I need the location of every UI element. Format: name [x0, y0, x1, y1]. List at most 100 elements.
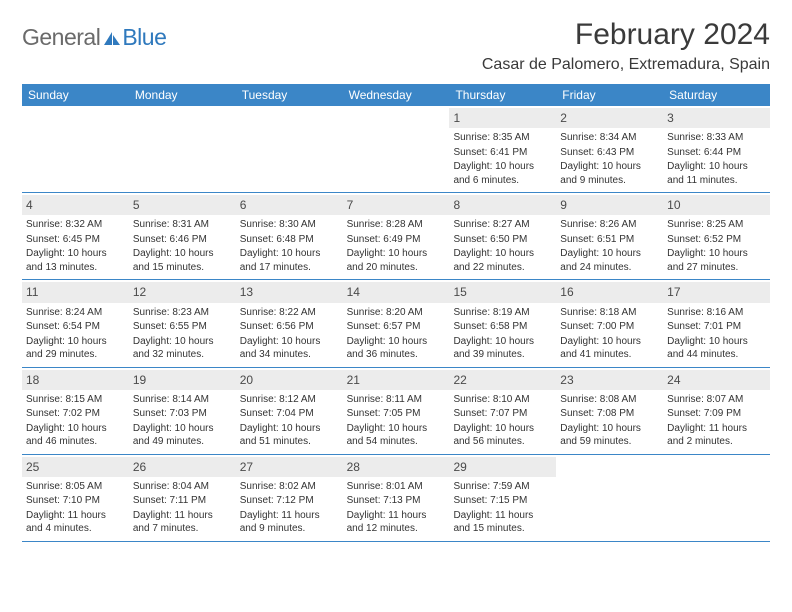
sunset-line: Sunset: 7:02 PM — [26, 407, 125, 421]
sunrise-line: Sunrise: 8:25 AM — [667, 218, 766, 232]
day-number: 19 — [129, 370, 236, 390]
day-number: 18 — [22, 370, 129, 390]
daylight-line: Daylight: 10 hours and 56 minutes. — [453, 422, 552, 449]
sunrise-line: Sunrise: 8:32 AM — [26, 218, 125, 232]
sunset-line: Sunset: 6:48 PM — [240, 233, 339, 247]
day-cell: 4Sunrise: 8:32 AMSunset: 6:45 PMDaylight… — [22, 193, 129, 279]
sunset-line: Sunset: 7:00 PM — [560, 320, 659, 334]
sunrise-line: Sunrise: 8:01 AM — [347, 480, 446, 494]
sunrise-line: Sunrise: 8:24 AM — [26, 306, 125, 320]
sunrise-line: Sunrise: 8:05 AM — [26, 480, 125, 494]
daylight-line: Daylight: 10 hours and 39 minutes. — [453, 335, 552, 362]
sunrise-line: Sunrise: 8:19 AM — [453, 306, 552, 320]
day-cell: 5Sunrise: 8:31 AMSunset: 6:46 PMDaylight… — [129, 193, 236, 279]
day-number: 29 — [449, 457, 556, 477]
day-number: 27 — [236, 457, 343, 477]
day-cell: 25Sunrise: 8:05 AMSunset: 7:10 PMDayligh… — [22, 455, 129, 541]
day-cell: 18Sunrise: 8:15 AMSunset: 7:02 PMDayligh… — [22, 368, 129, 454]
day-number: 25 — [22, 457, 129, 477]
day-number: 4 — [22, 195, 129, 215]
day-number: 8 — [449, 195, 556, 215]
daylight-line: Daylight: 11 hours and 12 minutes. — [347, 509, 446, 536]
daylight-line: Daylight: 10 hours and 17 minutes. — [240, 247, 339, 274]
sunrise-line: Sunrise: 8:14 AM — [133, 393, 232, 407]
day-cell: 26 Sunrise: 8:04 AMSunset: 7:11 PMDayligh… — [129, 455, 236, 541]
daylight-line: Daylight: 10 hours and 15 minutes. — [133, 247, 232, 274]
day-number: 2 — [556, 108, 663, 128]
sunset-line: Sunset: 7:15 PM — [453, 494, 552, 508]
logo: General Blue — [22, 24, 166, 51]
sunrise-line: Sunrise: 8:23 AM — [133, 306, 232, 320]
daylight-line: Daylight: 10 hours and 44 minutes. — [667, 335, 766, 362]
day-number: 26 — [129, 457, 236, 477]
day-cell: 29Sunrise: 7:59 AMSunset: 7:15 PMDayligh… — [449, 455, 556, 541]
day-cell — [556, 455, 663, 541]
day-number: 12 — [129, 282, 236, 302]
day-cell — [663, 455, 770, 541]
day-cell: 24Sunrise: 8:07 AMSunset: 7:09 PMDayligh… — [663, 368, 770, 454]
weekday-header-cell: Saturday — [663, 84, 770, 106]
weekday-header-cell: Thursday — [449, 84, 556, 106]
day-number: 7 — [343, 195, 450, 215]
day-cell: 28Sunrise: 8:01 AMSunset: 7:13 PMDayligh… — [343, 455, 450, 541]
daylight-line: Daylight: 11 hours and 2 minutes. — [667, 422, 766, 449]
sunset-line: Sunset: 7:08 PM — [560, 407, 659, 421]
daylight-line: Daylight: 10 hours and 11 minutes. — [667, 160, 766, 187]
day-cell: 22Sunrise: 8:10 AMSunset: 7:07 PMDayligh… — [449, 368, 556, 454]
day-cell — [129, 106, 236, 192]
sunrise-line: Sunrise: 8:04 AM — [133, 480, 232, 494]
daylight-line: Daylight: 11 hours and 7 minutes. — [133, 509, 232, 536]
day-number: 22 — [449, 370, 556, 390]
sunset-line: Sunset: 6:51 PM — [560, 233, 659, 247]
day-cell: 11Sunrise: 8:24 AMSunset: 6:54 PMDayligh… — [22, 280, 129, 366]
sunrise-line: Sunrise: 8:22 AM — [240, 306, 339, 320]
sunset-line: Sunset: 6:52 PM — [667, 233, 766, 247]
day-cell: 9Sunrise: 8:26 AMSunset: 6:51 PMDaylight… — [556, 193, 663, 279]
daylight-line: Daylight: 11 hours and 9 minutes. — [240, 509, 339, 536]
sunrise-line: Sunrise: 8:28 AM — [347, 218, 446, 232]
sunset-line: Sunset: 7:07 PM — [453, 407, 552, 421]
day-number: 15 — [449, 282, 556, 302]
logo-sail-icon — [104, 32, 120, 45]
day-cell — [236, 106, 343, 192]
logo-text-general: General — [22, 24, 100, 51]
daylight-line: Daylight: 10 hours and 9 minutes. — [560, 160, 659, 187]
weekday-header-cell: Wednesday — [343, 84, 450, 106]
daylight-line: Daylight: 10 hours and 27 minutes. — [667, 247, 766, 274]
header: General Blue February 2024 Casar de Palo… — [22, 18, 770, 74]
day-number: 9 — [556, 195, 663, 215]
sunset-line: Sunset: 7:11 PM — [133, 494, 232, 508]
sunset-line: Sunset: 7:05 PM — [347, 407, 446, 421]
daylight-line: Daylight: 10 hours and 20 minutes. — [347, 247, 446, 274]
sunset-line: Sunset: 6:50 PM — [453, 233, 552, 247]
week-row: 4Sunrise: 8:32 AMSunset: 6:45 PMDaylight… — [22, 193, 770, 280]
daylight-line: Daylight: 10 hours and 29 minutes. — [26, 335, 125, 362]
logo-text-blue: Blue — [122, 24, 166, 51]
month-title: February 2024 — [482, 18, 770, 52]
daylight-line: Daylight: 10 hours and 32 minutes. — [133, 335, 232, 362]
weekday-header-row: SundayMondayTuesdayWednesdayThursdayFrid… — [22, 84, 770, 106]
sunrise-line: Sunrise: 8:16 AM — [667, 306, 766, 320]
week-row: 25Sunrise: 8:05 AMSunset: 7:10 PMDayligh… — [22, 455, 770, 542]
sunset-line: Sunset: 6:49 PM — [347, 233, 446, 247]
day-cell: 2Sunrise: 8:34 AMSunset: 6:43 PMDaylight… — [556, 106, 663, 192]
weekday-header-cell: Sunday — [22, 84, 129, 106]
day-cell: 1Sunrise: 8:35 AMSunset: 6:41 PMDaylight… — [449, 106, 556, 192]
sunrise-line: Sunrise: 8:11 AM — [347, 393, 446, 407]
day-number: 10 — [663, 195, 770, 215]
daylight-line: Daylight: 10 hours and 36 minutes. — [347, 335, 446, 362]
sunset-line: Sunset: 7:09 PM — [667, 407, 766, 421]
day-cell: 19Sunrise: 8:14 AMSunset: 7:03 PMDayligh… — [129, 368, 236, 454]
weekday-header-cell: Friday — [556, 84, 663, 106]
day-cell: 16Sunrise: 8:18 AMSunset: 7:00 PMDayligh… — [556, 280, 663, 366]
sunrise-line: Sunrise: 8:30 AM — [240, 218, 339, 232]
week-row: 18 Sunrise: 8:15 AMSunset: 7:02 PM Dayligh… — [22, 368, 770, 455]
day-cell: 12Sunrise: 8:23 AMSunset: 6:55 PMDayligh… — [129, 280, 236, 366]
sunrise-line: Sunrise: 8:15 AM — [26, 393, 125, 407]
day-number: 5 — [129, 195, 236, 215]
week-row: 11Sunrise: 8:24 AMSunset: 6:54 PMDayligh… — [22, 280, 770, 367]
sunset-line: Sunset: 7:13 PM — [347, 494, 446, 508]
day-cell: 21Sunrise: 8:11 AMSunset: 7:05 PMDayligh… — [343, 368, 450, 454]
sunrise-line: Sunrise: 8:35 AM — [453, 131, 552, 145]
daylight-line: Daylight: 10 hours and 22 minutes. — [453, 247, 552, 274]
